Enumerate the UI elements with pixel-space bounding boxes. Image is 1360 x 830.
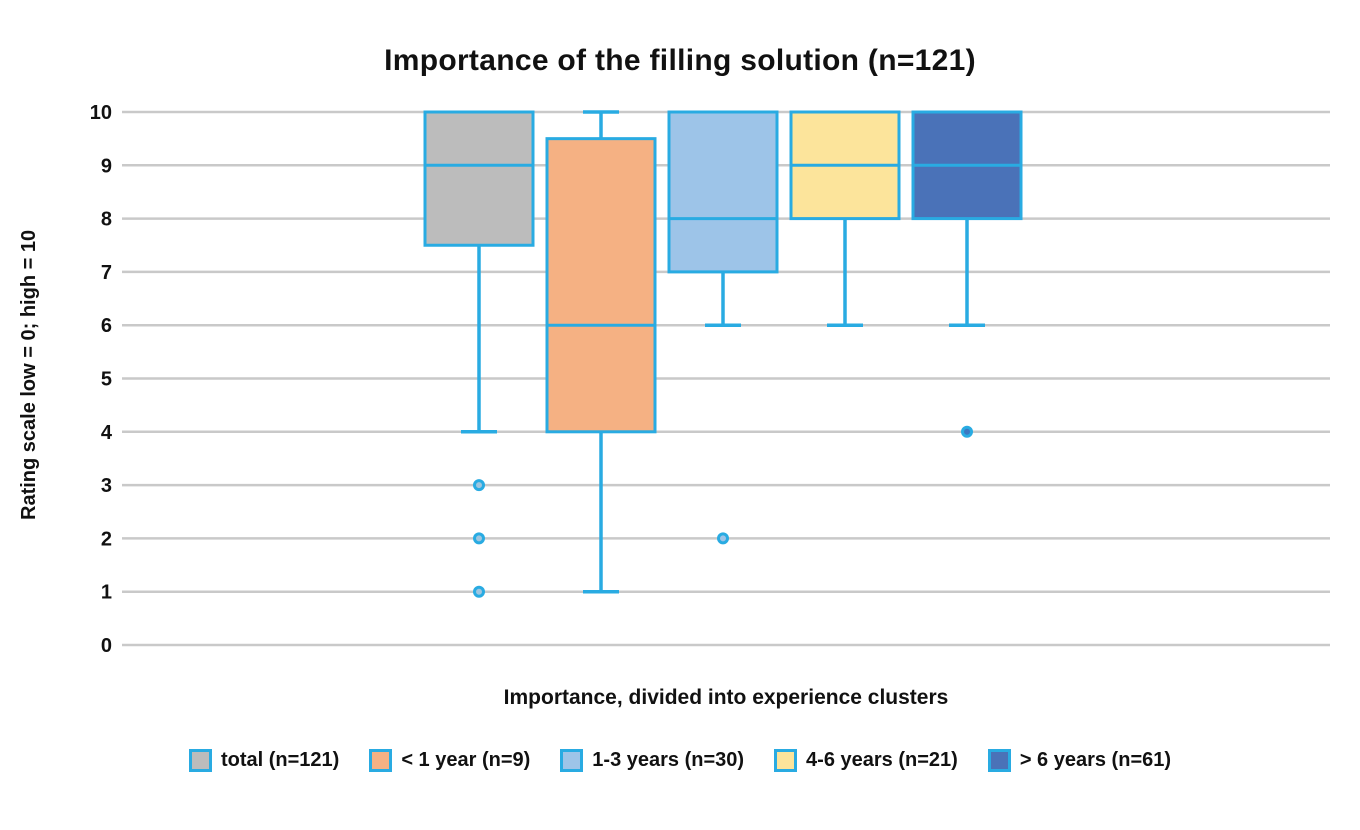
y-tick-label: 10 (90, 102, 112, 124)
y-axis-label: Rating scale low = 0; high = 10 (18, 229, 40, 521)
legend-swatch-6-years-n-61 (987, 749, 1011, 772)
legend-label-1-3-years-n-30: 1-3 years (n=30) (592, 749, 745, 771)
chart-title: Importance of the filling solution (n=12… (384, 44, 976, 77)
outlier-dot-total-n-121 (473, 532, 485, 545)
legend-label-6-years-n-61: > 6 years (n=61) (1019, 749, 1172, 771)
legend-item-6-years-n-61: > 6 years (n=61) (987, 749, 1172, 772)
y-tick-label: 9 (101, 155, 112, 177)
legend-item-1-year-n-9: < 1 year (n=9) (369, 749, 530, 772)
outlier-dot-total-n-121 (473, 585, 485, 598)
outlier-dot-6-years-n-61 (961, 425, 973, 438)
legend: total (n=121) < 1 year (n=9) 1-3 years (n=… (0, 749, 1360, 772)
x-axis-label: Importance, divided into experience clus… (503, 686, 949, 709)
legend-item-total-n-121: total (n=121) (188, 749, 340, 772)
y-tick-label: 4 (101, 422, 113, 444)
legend-swatch-total-n-121 (188, 749, 212, 772)
legend-swatch-4-6-years-n-21 (774, 749, 798, 772)
y-tick-label: 0 (101, 635, 112, 657)
legend-item-4-6-years-n-21: 4-6 years (n=21) (774, 749, 958, 772)
y-tick-label: 8 (101, 209, 112, 231)
box-total-n-121 (423, 110, 535, 247)
y-tick-label: 6 (101, 315, 112, 337)
box-1-year-n-9 (545, 137, 657, 434)
box-1-3-years-n-30 (667, 110, 779, 274)
y-tick-label: 1 (101, 582, 112, 604)
y-tick-label: 2 (101, 528, 112, 550)
legend-swatch-1-year-n-9 (369, 749, 393, 772)
legend-label-4-6-years-n-21: 4-6 years (n=21) (806, 749, 958, 771)
legend-label-total-n-121: total (n=121) (220, 749, 340, 771)
outlier-dot-total-n-121 (473, 479, 485, 492)
legend-label-1-year-n-9: < 1 year (n=9) (401, 749, 531, 771)
y-tick-label: 7 (101, 262, 112, 284)
y-tick-label: 3 (101, 475, 112, 497)
outlier-dot-1-3-years-n-30 (717, 532, 729, 545)
y-tick-label: 5 (101, 369, 112, 391)
legend-swatch-1-3-years-n-30 (560, 749, 584, 772)
legend-item-1-3-years-n-30: 1-3 years (n=30) (560, 749, 744, 772)
